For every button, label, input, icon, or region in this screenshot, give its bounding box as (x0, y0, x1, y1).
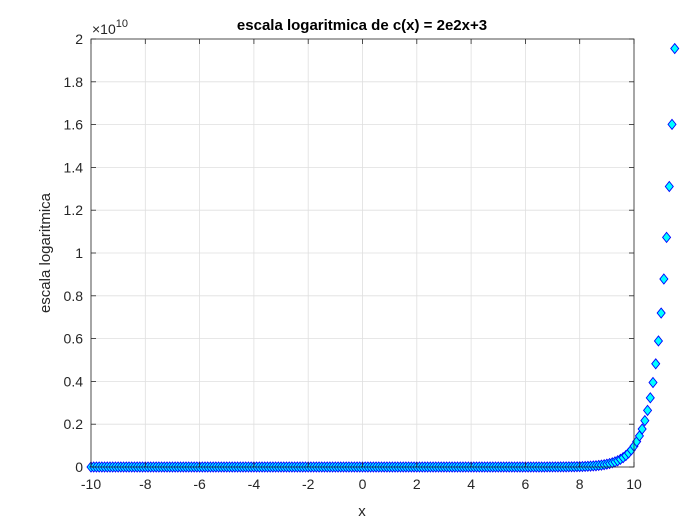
y-axis-label: escala logaritmica (37, 192, 54, 313)
x-tick-label: 0 (359, 476, 367, 492)
y-tick-labels: 0 0.2 0.4 0.6 0.8 1 1.2 1.4 1.6 1.8 2 (64, 31, 84, 475)
chart-title: escala logaritmica de c(x) = 2e2x+3 (237, 17, 487, 34)
y-tick-label: 1.4 (64, 159, 84, 175)
data-point (659, 273, 669, 285)
data-point (656, 307, 666, 319)
data-point (651, 358, 661, 370)
x-tick-label: -10 (81, 476, 101, 492)
y-tick-label: 1 (75, 245, 83, 261)
y-tick-label: 2 (75, 31, 83, 47)
y-tick-label: 1.2 (64, 202, 84, 218)
x-tick-label: 4 (467, 476, 475, 492)
x-tick-label: -2 (302, 476, 315, 492)
data-point (640, 414, 650, 427)
data-point (664, 180, 674, 193)
data-point (662, 231, 672, 244)
y-tick-label: 0.2 (64, 416, 84, 432)
y-tick-label: 0.6 (64, 331, 84, 347)
x-tick-label: -6 (193, 476, 206, 492)
y-exponent-label: ×1010 (92, 18, 128, 37)
x-tick-label: 6 (522, 476, 530, 492)
data-point (645, 392, 655, 404)
data-point (670, 42, 680, 55)
x-tick-label: 8 (576, 476, 584, 492)
data-point (648, 376, 658, 389)
x-tick-label: -8 (139, 476, 152, 492)
y-exponent-base: ×10 (92, 21, 116, 37)
x-tick-labels: -10 -8 -6 -4 -2 0 2 4 6 8 10 (81, 476, 642, 492)
data-point (667, 118, 677, 131)
y-tick-label: 0 (75, 459, 83, 475)
x-tick-label: -4 (248, 476, 261, 492)
x-tick-label: 2 (413, 476, 421, 492)
x-tick-label: 10 (626, 476, 642, 492)
y-tick-label: 0.8 (64, 288, 84, 304)
y-tick-label: 1.8 (64, 74, 84, 90)
data-point (642, 404, 653, 417)
x-axis-label: x (358, 503, 366, 520)
y-tick-label: 1.6 (64, 117, 84, 133)
y-tick-label: 0.4 (64, 373, 84, 389)
tick-marks (90, 38, 635, 468)
data-point (637, 423, 647, 435)
data-point (653, 335, 664, 347)
y-exponent-power: 10 (116, 18, 128, 30)
